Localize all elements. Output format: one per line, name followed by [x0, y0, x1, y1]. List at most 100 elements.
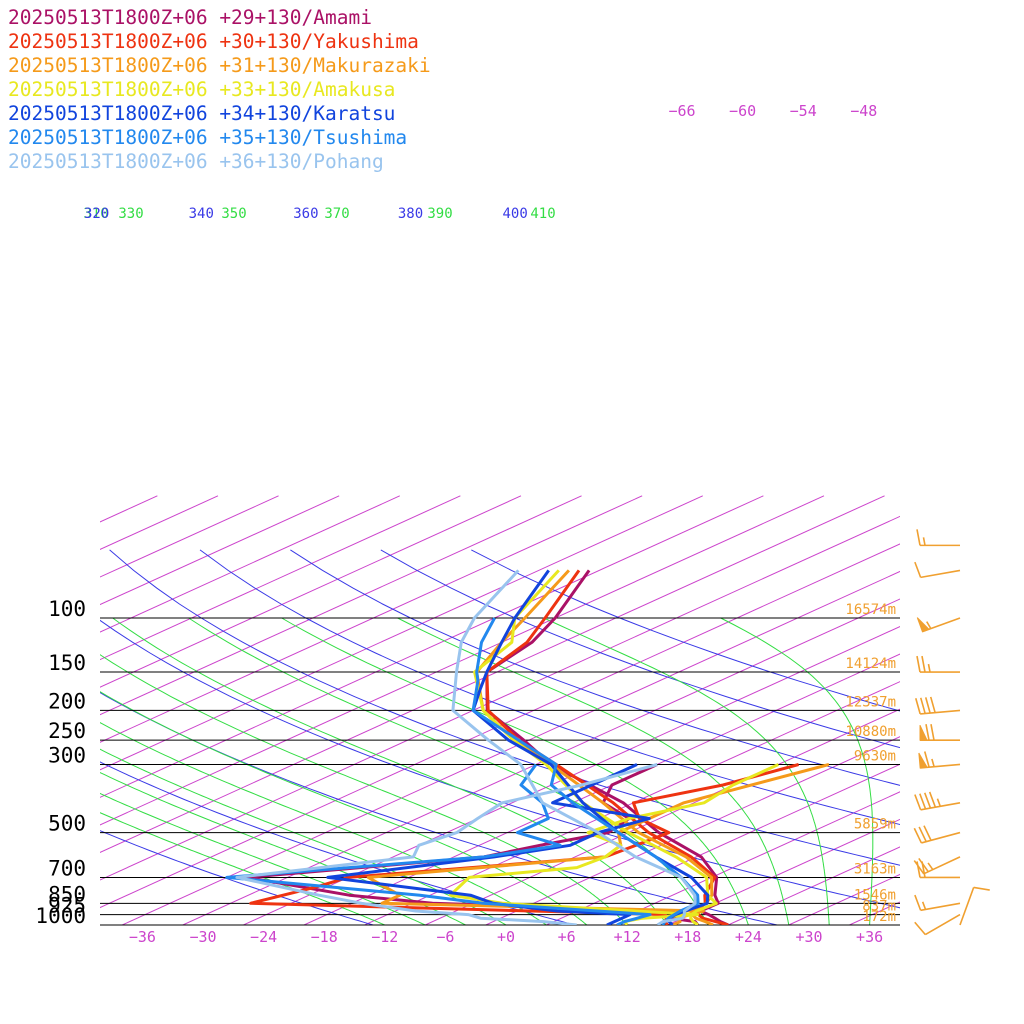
- isotherm-line: [606, 791, 900, 925]
- height-label: 1546m: [854, 887, 896, 903]
- legend-entry: 20250513T1800Z+06 +36+130/Pohang: [8, 150, 384, 173]
- upper-isotherm-labels: −66 −60 −54 −48: [668, 102, 877, 120]
- height-label: 5859m: [854, 817, 896, 833]
- wind-barb: [914, 561, 961, 579]
- height-label: 837m: [862, 899, 896, 915]
- temperature-tick-label: +0: [497, 928, 515, 946]
- dewpoint-profile-line: [235, 763, 658, 925]
- height-labels: 16574m 14124m 12337m 10880m 9630m 5859m 3163m 1…: [845, 602, 896, 925]
- dewpoint-profile-line: [448, 763, 780, 925]
- isotherm-line: [546, 763, 900, 925]
- upper-isotherm-label: −60: [729, 102, 756, 120]
- legend-entry: 20250513T1800Z+06 +30+130/Yakushima: [8, 30, 419, 53]
- temperature-tick-labels: −36 −30 −24 −18 −12 −6 +0 +6 +12 +18 +24 +30 +36: [129, 928, 883, 946]
- dry-adiabat-line: [290, 549, 900, 786]
- height-label: 3163m: [854, 861, 896, 877]
- dry-adiabat-line: [100, 761, 578, 925]
- isotherm-line: [100, 495, 400, 633]
- height-label: 9630m: [854, 748, 896, 764]
- pressure-label: 300: [48, 743, 86, 767]
- temperature-tick-label: −18: [311, 928, 338, 946]
- legend-entry: 20250513T1800Z+06 +35+130/Tsushima: [8, 126, 408, 149]
- wind-barb: [914, 696, 961, 715]
- theta-label: 330: [118, 206, 143, 222]
- temperature-tick-label: −24: [250, 928, 277, 946]
- theta-label: 370: [324, 206, 349, 222]
- height-label: 172m: [862, 909, 896, 925]
- isotherm-line: [910, 496, 1024, 925]
- pressure-label: 1000: [35, 904, 86, 928]
- isotherm-line: [0, 496, 36, 925]
- height-label: 16574m: [845, 602, 896, 618]
- temperature-tick-label: +12: [614, 928, 641, 946]
- pressure-label: 850: [48, 882, 86, 906]
- temperature-tick-label: −36: [129, 928, 156, 946]
- station-legend: 20250513T1800Z+06 +29+130/Amami 20250513…: [8, 6, 431, 174]
- wind-barb: [913, 856, 961, 875]
- isotherm-line: [100, 495, 279, 578]
- dewpoint-profile-line: [326, 763, 651, 925]
- wind-barb: [959, 886, 990, 926]
- dry-adiabat-line: [380, 549, 900, 749]
- temperature-profile-line: [471, 617, 700, 925]
- dry-adiabat-line: [109, 549, 900, 866]
- wind-barbs: [913, 529, 990, 936]
- height-label: 10880m: [845, 724, 896, 740]
- wind-barb: [916, 655, 960, 673]
- theta-label: 410: [530, 206, 555, 222]
- theta-label: 360: [293, 206, 318, 222]
- isotherm-line: [100, 495, 522, 688]
- pressure-label: 150: [48, 651, 86, 675]
- wind-barb: [919, 724, 960, 741]
- dewpoint-profile-line: [225, 763, 652, 925]
- isotherm-line: [727, 846, 900, 925]
- temperature-tick-label: +36: [856, 928, 883, 946]
- temperature-tick-label: −6: [436, 928, 454, 946]
- wind-barb: [913, 825, 961, 844]
- legend-entry: 20250513T1800Z+06 +33+130/Amakusa: [8, 78, 396, 101]
- wind-barb: [916, 617, 961, 633]
- temperature-profile-line: [451, 569, 697, 925]
- upper-isotherm-label: −48: [850, 102, 877, 120]
- temperature-tick-label: +24: [735, 928, 762, 946]
- height-label: 14124m: [845, 656, 896, 672]
- temperature-profile-line: [485, 569, 729, 925]
- isotherm-line: [667, 818, 900, 925]
- theta-label: 340: [189, 206, 214, 222]
- dry-adiabat-line: [100, 830, 376, 925]
- pressure-label: 700: [48, 856, 86, 880]
- theta-label: 310: [83, 206, 108, 222]
- moist-adiabat-lines: [100, 617, 874, 925]
- sounding-profiles: [225, 569, 830, 925]
- legend-entry: 20250513T1800Z+06 +34+130/Karatsu: [8, 102, 396, 125]
- legend-entry: 20250513T1800Z+06 +29+130/Amami: [8, 6, 372, 29]
- dry-adiabat-line: [100, 619, 900, 909]
- temperature-tick-label: −30: [189, 928, 216, 946]
- height-label: 12337m: [845, 694, 896, 710]
- wind-barb: [914, 791, 961, 811]
- temperature-tick-label: +6: [558, 928, 576, 946]
- isotherm-line: [485, 736, 900, 925]
- theta-label: 350: [221, 206, 246, 222]
- wind-barb: [914, 894, 961, 912]
- theta-label: 400: [503, 206, 528, 222]
- wind-barb: [918, 751, 961, 769]
- pressure-label: 925: [48, 894, 86, 918]
- temperature-tick-label: +18: [674, 928, 701, 946]
- theta-label: 380: [398, 206, 423, 222]
- pressure-label: 250: [48, 719, 86, 743]
- pressure-label: 500: [48, 812, 86, 836]
- theta-label: 390: [427, 206, 452, 222]
- moist-adiabat-line: [112, 617, 669, 925]
- temperature-tick-label: +30: [795, 928, 822, 946]
- upper-isotherm-label: −54: [790, 102, 817, 120]
- temperature-tick-label: −12: [371, 928, 398, 946]
- theta-label: 320: [84, 206, 109, 222]
- pressure-label: 200: [48, 689, 86, 713]
- upper-isotherm-label: −66: [668, 102, 695, 120]
- dry-adiabat-line: [199, 549, 900, 826]
- isotherm-line: [100, 495, 461, 661]
- isotherm-line: [100, 495, 340, 606]
